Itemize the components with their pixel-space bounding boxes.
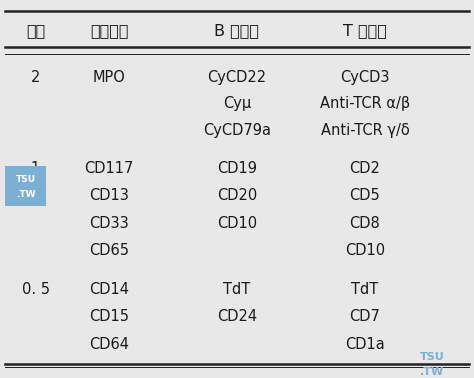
Text: CyCD3: CyCD3: [340, 70, 390, 85]
Text: CD7: CD7: [349, 309, 381, 324]
Text: TSU: TSU: [419, 352, 444, 362]
FancyBboxPatch shape: [5, 166, 46, 206]
Text: .TW: .TW: [419, 367, 444, 377]
Text: 0. 5: 0. 5: [21, 282, 50, 297]
Text: CD19: CD19: [217, 161, 257, 176]
Text: CyCD79a: CyCD79a: [203, 123, 271, 138]
Text: Anti-TCR α/β: Anti-TCR α/β: [320, 96, 410, 112]
Text: CD33: CD33: [89, 216, 129, 231]
Text: CD15: CD15: [89, 309, 129, 324]
Text: CD117: CD117: [84, 161, 134, 176]
Text: TdT: TdT: [351, 282, 379, 297]
Text: CD24: CD24: [217, 309, 257, 324]
Text: CD2: CD2: [349, 161, 381, 176]
Text: 2: 2: [31, 70, 40, 85]
Text: 髓系抗原: 髓系抗原: [90, 23, 128, 38]
Text: CD10: CD10: [217, 216, 257, 231]
Text: Anti-TCR γ/δ: Anti-TCR γ/δ: [320, 123, 410, 138]
Text: 分値: 分値: [26, 23, 45, 38]
Text: CD64: CD64: [89, 337, 129, 352]
Text: .TW: .TW: [16, 191, 36, 200]
Text: CD14: CD14: [89, 282, 129, 297]
Text: B 系抗原: B 系抗原: [215, 23, 259, 38]
Text: CD8: CD8: [350, 216, 380, 231]
Text: T 系抗原: T 系抗原: [343, 23, 387, 38]
Text: CD5: CD5: [350, 188, 380, 203]
Text: 1: 1: [31, 161, 40, 176]
Text: CD13: CD13: [89, 188, 129, 203]
Text: CD65: CD65: [89, 243, 129, 259]
Text: CD10: CD10: [345, 243, 385, 259]
Text: Cyμ: Cyμ: [223, 96, 251, 112]
Text: TSU: TSU: [16, 175, 36, 184]
Text: CD20: CD20: [217, 188, 257, 203]
Text: TdT: TdT: [223, 282, 251, 297]
Text: CD1a: CD1a: [345, 337, 385, 352]
Text: CyCD22: CyCD22: [208, 70, 266, 85]
Text: MPO: MPO: [92, 70, 126, 85]
